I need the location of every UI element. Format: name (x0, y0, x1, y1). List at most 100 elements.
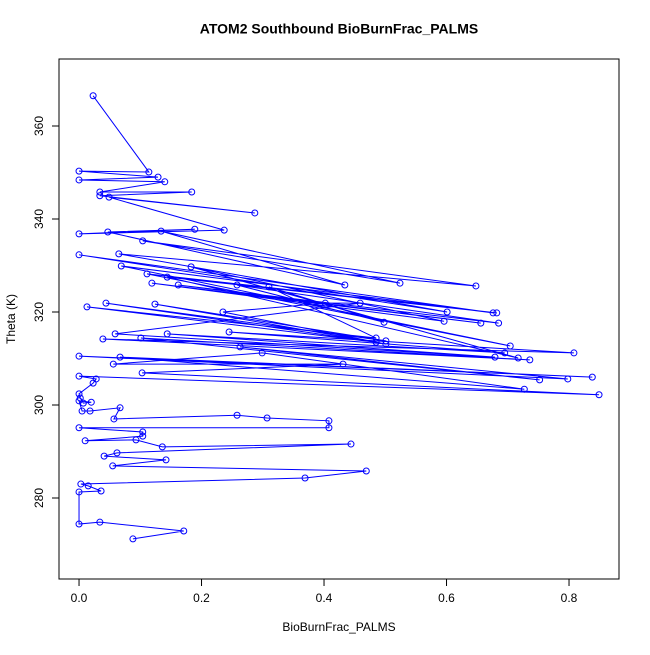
data-point (564, 375, 572, 383)
data-point (489, 309, 497, 317)
data-point (111, 330, 119, 338)
data-point (138, 369, 146, 377)
data-point (75, 424, 83, 432)
data-point (472, 282, 480, 290)
data-point (89, 92, 97, 100)
data-point (163, 330, 171, 338)
data-point (339, 360, 347, 368)
data-point (143, 270, 151, 278)
data-point (325, 424, 333, 432)
data-point (219, 308, 227, 316)
data-point (137, 334, 145, 342)
data-point (81, 437, 89, 445)
data-point (382, 337, 390, 345)
data-point (443, 308, 451, 316)
data-point (477, 319, 485, 327)
data-point (251, 209, 259, 217)
data-point (163, 273, 171, 281)
data-point (520, 385, 528, 393)
data-point (75, 397, 83, 405)
data-point (109, 462, 117, 470)
data-point (188, 188, 196, 196)
data-point (96, 188, 104, 196)
y-tick-label: 280 (32, 488, 46, 508)
data-point (301, 474, 309, 482)
data-point (570, 349, 578, 357)
data-point (132, 436, 140, 444)
data-point (162, 456, 170, 464)
x-tick-label: 0.8 (561, 591, 578, 605)
data-point (102, 299, 110, 307)
plot-frame (58, 58, 620, 580)
data-point (187, 263, 195, 271)
data-point (514, 354, 522, 362)
data-point (174, 281, 182, 289)
data-point (491, 353, 499, 361)
data-point (225, 328, 233, 336)
data-point (75, 352, 83, 360)
data-point (347, 440, 355, 448)
series-line (78, 95, 600, 540)
y-tick-label: 320 (32, 302, 46, 322)
data-point (75, 488, 83, 496)
data-point (382, 340, 390, 348)
data-point (75, 176, 83, 184)
data-point (115, 250, 123, 258)
x-tick-label: 0.6 (438, 591, 455, 605)
data-point (83, 303, 91, 311)
data-point (97, 487, 105, 495)
data-point (139, 237, 147, 245)
data-point (495, 319, 503, 327)
data-point (157, 227, 165, 235)
data-point (99, 335, 107, 343)
data-point (506, 342, 514, 350)
data-point (220, 226, 228, 234)
x-tick-label: 0.4 (316, 591, 333, 605)
data-point (75, 230, 83, 238)
data-point (75, 251, 83, 259)
data-point (380, 318, 388, 326)
data-point (362, 467, 370, 475)
data-point (104, 228, 112, 236)
data-point (86, 407, 94, 415)
data-point (501, 349, 509, 357)
data-point (148, 279, 156, 287)
data-point (78, 407, 86, 415)
data-point (526, 356, 534, 364)
data-point (77, 480, 85, 488)
data-point (89, 379, 97, 387)
data-point (161, 178, 169, 186)
data-point (116, 353, 124, 361)
data-point (96, 518, 104, 526)
y-tick-label: 300 (32, 395, 46, 415)
data-point (158, 443, 166, 451)
data-point (100, 452, 108, 460)
data-point (263, 414, 271, 422)
data-point (356, 299, 364, 307)
data-point (75, 167, 83, 175)
data-point (233, 281, 241, 289)
data-point (75, 390, 83, 398)
data-point (109, 360, 117, 368)
data-point (180, 527, 188, 535)
data-point (84, 482, 92, 490)
data-point (151, 300, 159, 308)
data-point (113, 449, 121, 457)
data-point (341, 281, 349, 289)
data-point (117, 262, 125, 270)
data-point (75, 520, 83, 528)
y-axis-label: Theta (K) (4, 294, 18, 344)
data-point (440, 317, 448, 325)
data-point (233, 411, 241, 419)
data-point (258, 349, 266, 357)
data-point (105, 193, 113, 201)
data-point (116, 404, 124, 412)
x-tick-label: 0.2 (193, 591, 210, 605)
data-point (595, 391, 603, 399)
data-point (493, 309, 501, 317)
data-point (536, 376, 544, 384)
x-axis-label: BioBurnFrac_PALMS (282, 620, 395, 634)
data-point (87, 398, 95, 406)
